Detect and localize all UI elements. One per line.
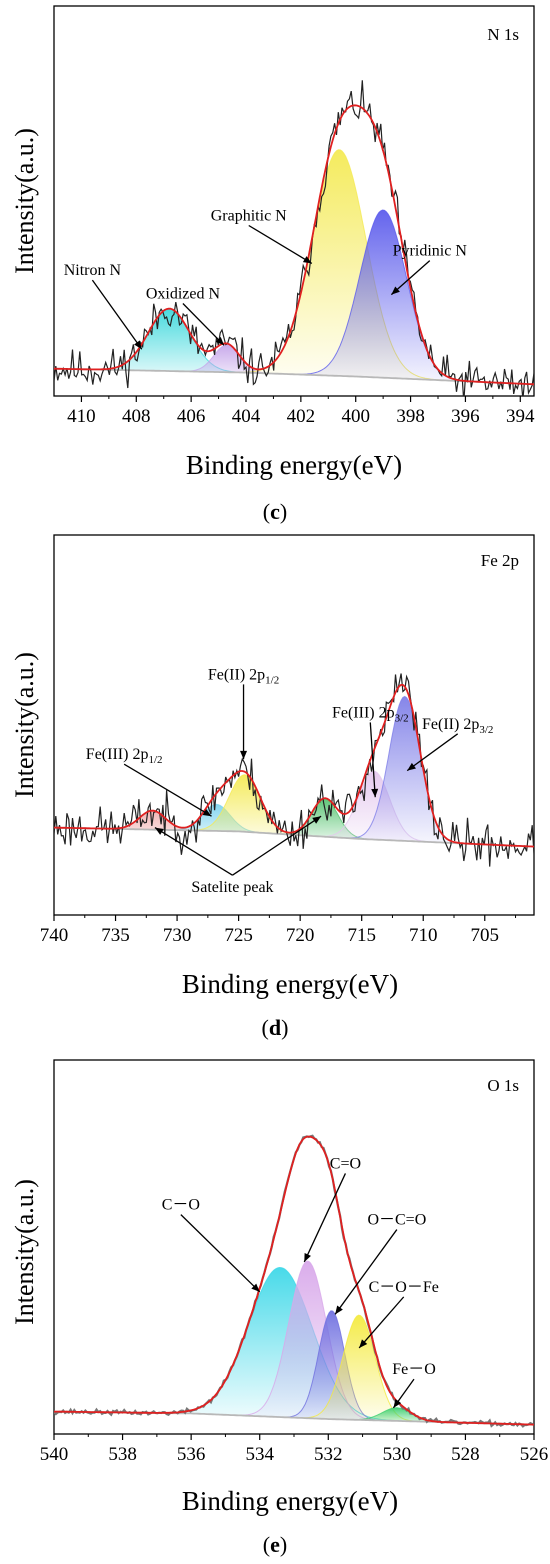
envelope-line bbox=[54, 684, 534, 848]
envelope-line bbox=[54, 1135, 534, 1426]
arrow-head bbox=[215, 336, 225, 346]
x-tick-label: 410 bbox=[67, 406, 96, 427]
annotation-arrow bbox=[232, 815, 322, 876]
annotation-arrow bbox=[248, 224, 313, 264]
arrow-head bbox=[335, 1305, 343, 1315]
arrow-head bbox=[304, 1252, 311, 1262]
plot-area bbox=[54, 1134, 534, 1428]
caption-letter: d bbox=[269, 1015, 281, 1040]
x-tick-label: 725 bbox=[224, 925, 253, 946]
annotation-label: Fe(II) 2p3/2 bbox=[422, 716, 493, 736]
corner-label: N 1s bbox=[487, 25, 519, 44]
arrow-head bbox=[359, 1339, 368, 1348]
x-tick-label: 735 bbox=[101, 925, 130, 946]
x-tick-label: 402 bbox=[287, 406, 316, 427]
caption-letter: e bbox=[270, 1532, 280, 1557]
y-axis-title: Intensity(a.u.) bbox=[10, 652, 39, 798]
x-tick-label: 398 bbox=[396, 406, 425, 427]
plot-frame bbox=[53, 534, 535, 916]
x-axis-title: Binding energy(eV) bbox=[182, 1486, 398, 1516]
annotation-arrow bbox=[123, 763, 212, 817]
annotation-label: C－O bbox=[162, 1197, 200, 1214]
x-tick-label: 408 bbox=[122, 406, 151, 427]
annotation-label: Oxidized N bbox=[146, 286, 221, 303]
panel-caption: (e) bbox=[263, 1532, 287, 1557]
annotation-label: Pyridinic N bbox=[393, 243, 468, 260]
arrow-head bbox=[240, 750, 248, 760]
arrow-head bbox=[312, 816, 322, 824]
baseline-line bbox=[54, 367, 534, 386]
arrow-head bbox=[251, 1283, 260, 1292]
annotation-label: C－O－Fe bbox=[369, 1279, 439, 1296]
y-axis-title: Intensity(a.u.) bbox=[10, 1179, 39, 1325]
annotation-arrow bbox=[406, 733, 459, 772]
arrow-head bbox=[391, 286, 400, 295]
plot-area bbox=[54, 673, 534, 867]
annotation-label: Fe－O bbox=[392, 1361, 436, 1378]
annotation-label: Nitron N bbox=[64, 262, 122, 279]
panel-caption: (d) bbox=[262, 1015, 289, 1040]
x-axis-title: Binding energy(eV) bbox=[182, 969, 398, 999]
arrow-head bbox=[134, 340, 142, 350]
panel-caption: (c) bbox=[263, 499, 287, 524]
x-tick-label: 536 bbox=[177, 1444, 206, 1465]
x-tick-label: 394 bbox=[506, 406, 535, 427]
x-tick-label: 740 bbox=[40, 925, 69, 946]
annotation-arrow bbox=[303, 1173, 347, 1263]
x-tick-label: 404 bbox=[232, 406, 261, 427]
x-tick-label: 538 bbox=[108, 1444, 137, 1465]
annotation-arrow bbox=[91, 279, 143, 350]
annotation-label: Fe(III) 2p1/2 bbox=[86, 746, 163, 766]
arrow-head bbox=[393, 1399, 402, 1408]
plot-frame bbox=[53, 5, 535, 397]
arrow-head bbox=[371, 788, 379, 798]
annotation-arrow bbox=[390, 260, 431, 296]
arrow-head bbox=[407, 762, 416, 771]
annotation-label: C=O bbox=[330, 1155, 361, 1172]
arrow-head bbox=[154, 827, 164, 835]
corner-label: Fe 2p bbox=[481, 551, 519, 570]
x-tick-label: 540 bbox=[40, 1444, 69, 1465]
annotation-arrow bbox=[369, 722, 376, 798]
peak-2 bbox=[54, 149, 534, 385]
arrow-head bbox=[202, 808, 212, 817]
x-tick-label: 715 bbox=[347, 925, 376, 946]
annotation-arrow bbox=[182, 303, 225, 346]
x-tick-label: 720 bbox=[286, 925, 315, 946]
x-tick-label: 530 bbox=[383, 1444, 412, 1465]
raw-spectrum-line bbox=[54, 80, 534, 396]
x-tick-label: 526 bbox=[520, 1444, 549, 1465]
raw-spectrum-line bbox=[54, 673, 534, 867]
annotation-arrow bbox=[358, 1296, 405, 1349]
x-tick-label: 534 bbox=[245, 1444, 274, 1465]
x-tick-label: 705 bbox=[471, 925, 500, 946]
x-axis-title: Binding energy(eV) bbox=[186, 450, 402, 480]
x-tick-label: 400 bbox=[341, 406, 370, 427]
annotation-label: O－C=O bbox=[367, 1212, 426, 1229]
annotation-arrow bbox=[180, 1214, 261, 1293]
x-tick-label: 396 bbox=[451, 406, 480, 427]
x-tick-label: 528 bbox=[451, 1444, 480, 1465]
annotation-arrow bbox=[154, 827, 233, 876]
envelope-line bbox=[54, 104, 534, 386]
corner-label: O 1s bbox=[487, 1076, 519, 1095]
arrow-head bbox=[302, 256, 312, 264]
x-tick-label: 406 bbox=[177, 406, 206, 427]
panel-fe2p: Fe 2p Binding energy(eV) Intensity(a.u.)… bbox=[10, 534, 535, 1040]
x-tick-label: 730 bbox=[163, 925, 192, 946]
annotation-label: Satelite peak bbox=[191, 879, 273, 896]
panel-n1s: N 1s Binding energy(eV) Intensity(a.u.) … bbox=[10, 5, 535, 524]
plot-area bbox=[54, 80, 534, 396]
annotation-arrow bbox=[334, 1229, 398, 1315]
x-tick-label: 532 bbox=[314, 1444, 343, 1465]
caption-letter: c bbox=[270, 499, 280, 524]
panel-o1s: O 1s Binding energy(eV) Intensity(a.u.) … bbox=[10, 1059, 549, 1557]
x-tick-label: 710 bbox=[409, 925, 438, 946]
annotation-label: Fe(III) 2p3/2 bbox=[332, 704, 409, 724]
y-axis-title: Intensity(a.u.) bbox=[10, 128, 39, 274]
annotation-label: Graphitic N bbox=[211, 208, 287, 225]
annotation-label: Fe(II) 2p1/2 bbox=[208, 666, 279, 686]
